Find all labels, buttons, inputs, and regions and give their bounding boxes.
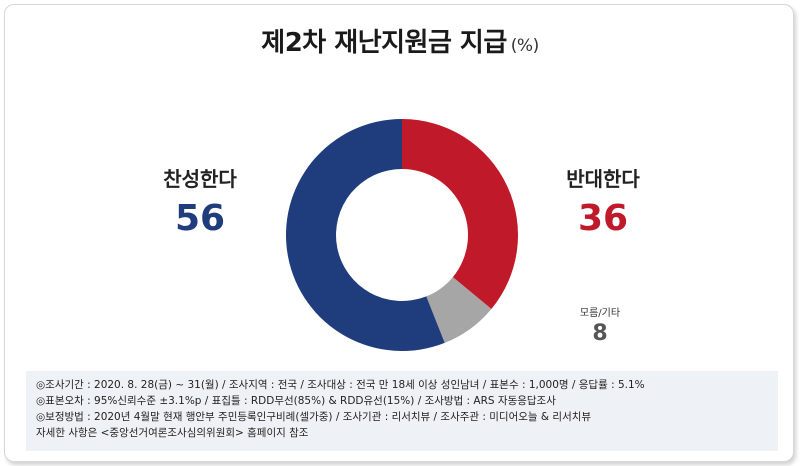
note-line: 자세한 사항은 <중앙선거여론조사심의위원회> 홈페이지 참조: [36, 427, 309, 439]
chart-title-text: 제2차 재난지원금 지급: [261, 28, 507, 58]
note-line: ◎표본오차 : 95%신뢰수준 ±3.1%p / 표집틀 : RDD무선(85%…: [36, 395, 556, 407]
agree-label: 찬성한다 56: [150, 163, 250, 239]
oppose-name: 반대한다: [566, 167, 640, 191]
donut-slice: [426, 277, 492, 343]
donut-slice: [286, 119, 445, 351]
chart-unit: (%): [510, 36, 539, 56]
other-label: 모름/기타 8: [570, 304, 630, 346]
donut-slice: [402, 119, 518, 309]
oppose-value: 36: [577, 198, 629, 239]
donut-chart: [286, 119, 518, 351]
agree-value: 56: [174, 198, 226, 239]
survey-notes: ◎조사기간 : 2020. 8. 28(금) ~ 31(월) / 조사지역 : …: [26, 371, 778, 451]
note-line: ◎조사기간 : 2020. 8. 28(금) ~ 31(월) / 조사지역 : …: [36, 379, 645, 391]
oppose-label: 반대한다 36: [548, 163, 658, 239]
agree-name: 찬성한다: [163, 167, 237, 191]
other-value: 8: [592, 321, 608, 346]
note-line: ◎보정방법 : 2020년 4월말 현재 행안부 주민등록인구비례(셀가중) /…: [36, 411, 592, 423]
chart-title: 제2차 재난지원금 지급 (%): [0, 22, 800, 59]
other-name: 모름/기타: [579, 308, 621, 319]
